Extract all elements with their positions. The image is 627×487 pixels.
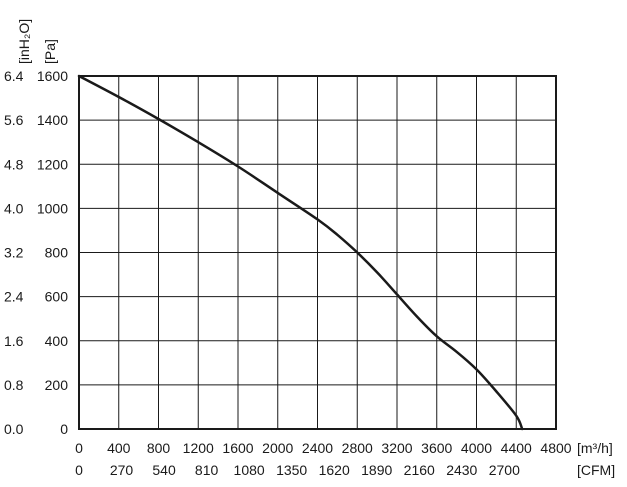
x-tick-label: 0 — [75, 440, 83, 456]
x-axis-primary: 0 400 800 1200 1600 2000 2400 2800 3200 3600 4000 4… — [75, 440, 572, 456]
y-secondary-tick-label: 0.8 — [4, 377, 24, 393]
y-tick-label: 600 — [45, 289, 69, 305]
y-tick-label: 800 — [45, 245, 69, 261]
series-layer — [77, 74, 524, 431]
y-secondary-tick-label: 0.0 — [4, 421, 24, 437]
x-secondary-tick-label: 0 — [75, 462, 83, 478]
x-tick-label: 4800 — [540, 440, 571, 456]
x-primary-unit-label: [m³/h] — [577, 440, 613, 456]
y-axis-primary: 0 200 400 600 800 1000 1200 1400 1600 — [37, 68, 68, 437]
x-tick-label: 4400 — [501, 440, 532, 456]
y-tick-label: 1200 — [37, 156, 68, 172]
y-tick-label: 0 — [60, 421, 68, 437]
x-axis-secondary: 0 270 540 810 1080 1350 1620 1890 2160 2430 2700 — [75, 462, 520, 478]
x-tick-label: 800 — [147, 440, 171, 456]
y-secondary-tick-label: 6.4 — [4, 68, 24, 84]
x-tick-label: 3200 — [381, 440, 412, 456]
x-secondary-tick-label: 2160 — [404, 462, 435, 478]
plot-frame — [78, 75, 557, 430]
x-secondary-tick-label: 270 — [110, 462, 134, 478]
x-tick-label: 3600 — [421, 440, 452, 456]
y-tick-label: 1400 — [37, 112, 68, 128]
x-tick-label: 2400 — [302, 440, 333, 456]
y-axis-secondary: 0.0 0.8 1.6 2.4 3.2 4.0 4.8 5.6 6.4 — [4, 68, 24, 437]
y-secondary-tick-label: 5.6 — [4, 112, 24, 128]
y-secondary-tick-label: 4.0 — [4, 200, 24, 216]
y-tick-label: 1600 — [37, 68, 68, 84]
x-tick-label: 1600 — [222, 440, 253, 456]
x-secondary-tick-label: 2700 — [489, 462, 520, 478]
x-secondary-tick-label: 810 — [195, 462, 219, 478]
performance-curve — [77, 74, 524, 431]
y-secondary-unit-label: [inH₂O] — [16, 19, 32, 64]
x-secondary-tick-label: 1890 — [361, 462, 392, 478]
x-secondary-tick-label: 540 — [152, 462, 176, 478]
y-secondary-tick-label: 3.2 — [4, 245, 24, 261]
y-tick-label: 200 — [45, 377, 69, 393]
x-secondary-tick-label: 1350 — [276, 462, 307, 478]
y-primary-unit-label: [Pa] — [42, 39, 58, 64]
x-tick-label: 2000 — [262, 440, 293, 456]
y-secondary-tick-label: 1.6 — [4, 333, 24, 349]
x-tick-label: 1200 — [183, 440, 214, 456]
x-secondary-unit-label: [CFM] — [577, 462, 615, 478]
x-tick-label: 400 — [107, 440, 131, 456]
x-secondary-tick-label: 2430 — [446, 462, 477, 478]
x-secondary-tick-label: 1620 — [319, 462, 350, 478]
y-secondary-tick-label: 4.8 — [4, 156, 24, 172]
y-tick-label: 1000 — [37, 200, 68, 216]
x-tick-label: 2800 — [342, 440, 373, 456]
y-tick-label: 400 — [45, 333, 69, 349]
y-secondary-tick-label: 2.4 — [4, 289, 24, 305]
x-tick-label: 4000 — [461, 440, 492, 456]
x-secondary-tick-label: 1080 — [234, 462, 265, 478]
